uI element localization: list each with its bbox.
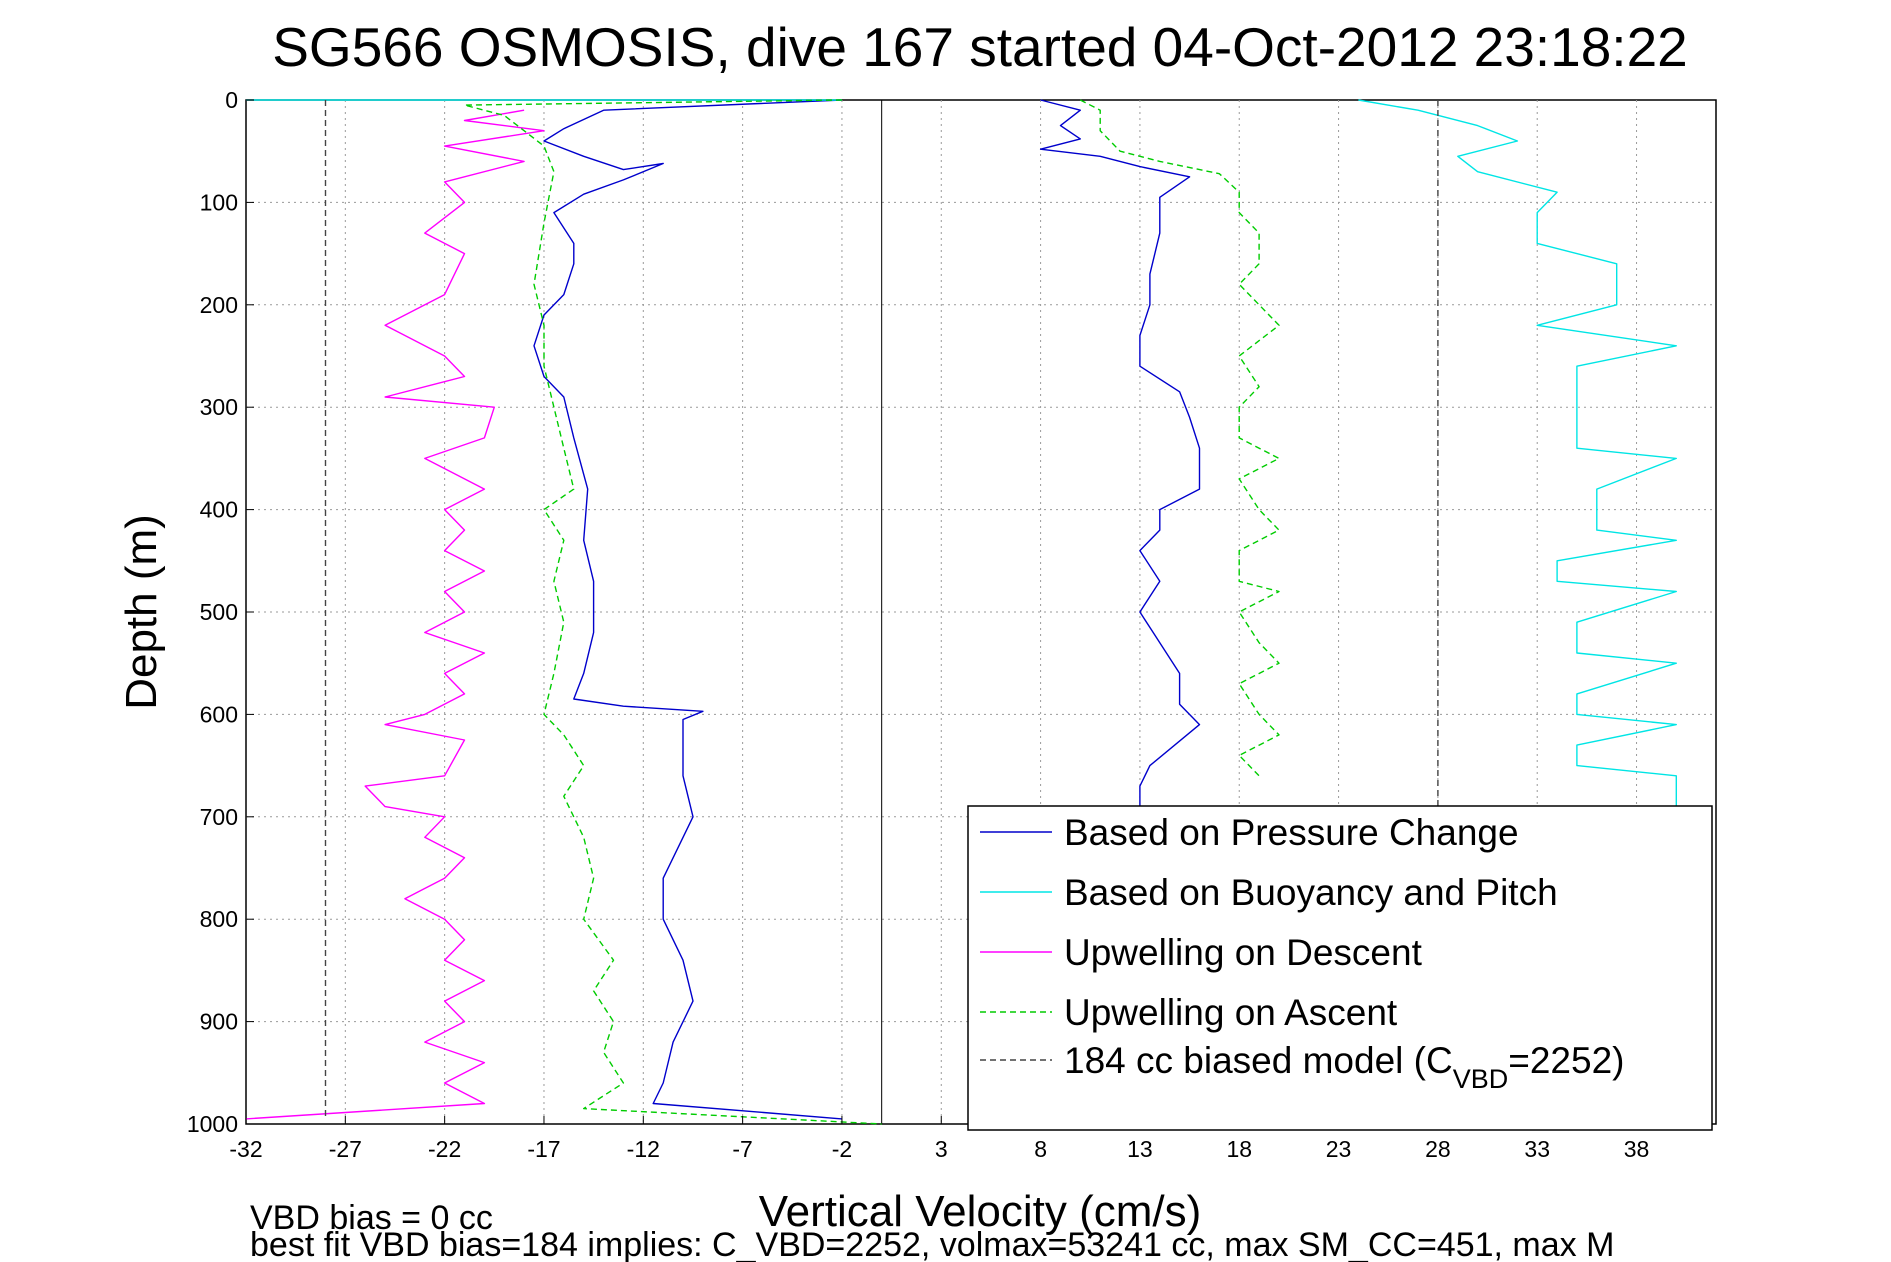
x-tick-label: 3 [935, 1136, 948, 1162]
legend-label: Based on Buoyancy and Pitch [1064, 872, 1558, 913]
y-tick-label: 100 [200, 189, 238, 215]
series-buoyancy_ascent [1358, 99, 1678, 1120]
y-tick-label: 1000 [187, 1111, 238, 1137]
y-tick-label: 0 [225, 87, 238, 113]
y-tick-label: 200 [200, 292, 238, 318]
y-tick-label: 300 [200, 394, 238, 420]
y-axis-label: Depth (m) [117, 514, 166, 710]
y-axis-ticks: 0 100 200 300 400 500 600 700 800 900 1000 [187, 87, 254, 1137]
footer-vbd-bias: VBD bias = 0 cc [250, 1199, 493, 1237]
x-tick-label: -17 [527, 1136, 560, 1162]
x-tick-label: -2 [832, 1136, 852, 1162]
legend-box [967, 805, 1713, 1131]
y-tick-label: 500 [200, 599, 238, 625]
x-tick-label: 8 [1034, 1136, 1047, 1162]
x-tick-label: 38 [1624, 1136, 1650, 1162]
y-tick-label: 800 [200, 906, 238, 932]
y-tick-label: 400 [200, 497, 238, 523]
x-tick-label: 23 [1326, 1136, 1352, 1162]
x-tick-label: -27 [329, 1136, 362, 1162]
y-tick-label: 600 [200, 701, 238, 727]
x-tick-label: -12 [627, 1136, 660, 1162]
x-tick-label: 33 [1524, 1136, 1550, 1162]
series-upwelling_descent [245, 109, 545, 1120]
legend-label: Based on Pressure Change [1064, 812, 1519, 853]
x-tick-label: 28 [1425, 1136, 1451, 1162]
data-series [245, 99, 1678, 1125]
footer-best-fit: best fit VBD bias=184 implies: C_VBD=225… [250, 1226, 1614, 1262]
x-tick-label: 18 [1226, 1136, 1252, 1162]
y-tick-label: 900 [200, 1009, 238, 1035]
y-tick-label: 700 [200, 804, 238, 830]
series-upwelling_ascent [463, 99, 882, 1125]
x-tick-label: -22 [428, 1136, 461, 1162]
legend: Based on Pressure Change Based on Buoyanc… [967, 805, 1713, 1131]
x-axis-label: Vertical Velocity (cm/s) [759, 1187, 1202, 1236]
x-tick-label: 13 [1127, 1136, 1153, 1162]
legend-label: Upwelling on Descent [1064, 932, 1423, 973]
chart-title: SG566 OSMOSIS, dive 167 started 04-Oct-2… [272, 16, 1688, 78]
x-axis-ticks: -32 -27 -22 -17 -12 -7 -2 3 8 13 18 23 28 33 38 [229, 1116, 1649, 1162]
series-pressure_ascent [1039, 99, 1201, 1123]
legend-label: Upwelling on Ascent [1064, 992, 1398, 1033]
x-tick-label: -32 [229, 1136, 262, 1162]
series-pressure_descent [533, 99, 842, 1120]
x-tick-label: -7 [732, 1136, 752, 1162]
